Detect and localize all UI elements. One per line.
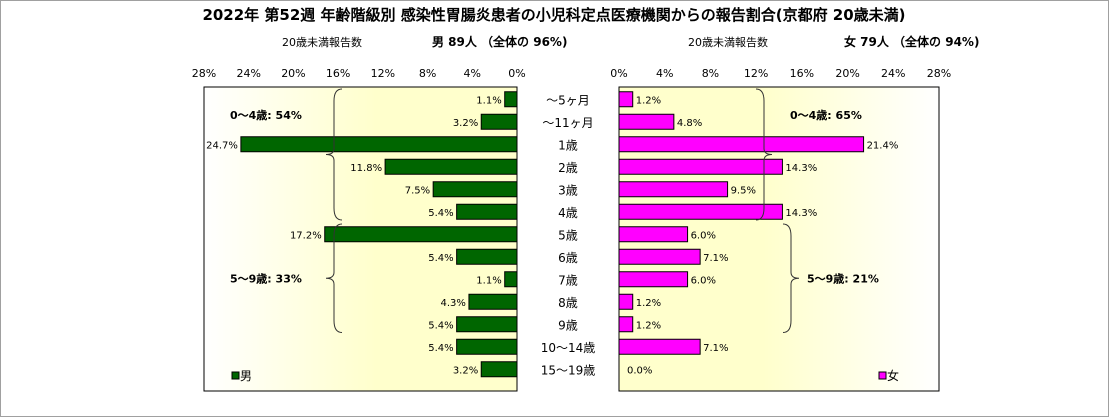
female-value-label: 14.3% <box>785 163 817 174</box>
female-bar <box>618 338 701 355</box>
male-bar <box>480 113 518 130</box>
male-tick-label: 12% <box>371 67 395 80</box>
female-bar <box>618 158 783 175</box>
male-value-label: 5.4% <box>428 253 453 264</box>
male-bar <box>384 158 518 175</box>
male-bar <box>504 91 518 108</box>
female-group-brace <box>782 223 800 333</box>
female-value-label: 14.3% <box>785 208 817 219</box>
female-summary: 女 79人 （全体の 94%) <box>844 34 979 49</box>
female-bar <box>618 226 689 243</box>
male-value-label: 5.4% <box>428 343 453 354</box>
female-group-annotation: 0～4歳: 65% <box>790 108 862 122</box>
male-value-label: 4.3% <box>441 298 466 309</box>
male-group-brace <box>325 223 343 333</box>
male-bar <box>432 181 518 198</box>
male-tick-label: 20% <box>281 67 305 80</box>
male-group-annotation: 5～9歳: 33% <box>230 271 302 285</box>
category-label: 1歳 <box>558 138 578 152</box>
female-bar <box>618 316 634 333</box>
female-bar <box>618 248 701 265</box>
male-tick-label: 0% <box>508 67 525 80</box>
female-tick-label: 4% <box>656 67 673 80</box>
female-tick-label: 20% <box>835 67 859 80</box>
male-tick-label: 4% <box>464 67 481 80</box>
male-value-label: 3.2% <box>453 118 478 129</box>
female-bar <box>618 136 865 153</box>
male-group-brace <box>325 88 343 221</box>
female-value-label: 6.0% <box>691 230 716 241</box>
male-legend-swatch <box>231 371 240 380</box>
female-value-label: 1.2% <box>636 298 661 309</box>
male-value-label: 1.1% <box>476 275 501 286</box>
female-group-annotation: 5～9歳: 21% <box>807 271 879 285</box>
male-value-label: 24.7% <box>206 140 238 151</box>
female-legend-label: 女 <box>887 368 899 383</box>
female-value-label: 7.1% <box>703 343 728 354</box>
category-label: ～11ヶ月 <box>542 116 593 130</box>
female-value-label: 4.8% <box>677 118 702 129</box>
male-bar <box>504 271 518 288</box>
female-tick-label: 28% <box>927 67 951 80</box>
category-label: 6歳 <box>558 251 578 265</box>
male-value-label: 7.5% <box>405 185 430 196</box>
female-value-label: 6.0% <box>691 275 716 286</box>
male-summary: 男 89人 （全体の 96%) <box>432 34 567 49</box>
category-label: 9歳 <box>558 318 578 332</box>
male-tick-label: 16% <box>326 67 350 80</box>
male-bar <box>456 316 518 333</box>
female-bar <box>618 203 783 220</box>
male-value-label: 5.4% <box>428 320 453 331</box>
female-value-label: 1.2% <box>636 95 661 106</box>
male-value-label: 17.2% <box>290 230 322 241</box>
male-count-label: 20歳未満報告数 <box>282 36 362 49</box>
male-bar <box>240 136 518 153</box>
male-value-label: 1.1% <box>476 95 501 106</box>
female-tick-label: 16% <box>790 67 814 80</box>
category-label: 7歳 <box>558 273 578 287</box>
female-bar <box>618 181 729 198</box>
chart-title: 2022年 第52週 年齢階級別 感染性胃腸炎患者の小児科定点医療機関からの報告… <box>202 6 905 24</box>
male-value-label: 11.8% <box>350 163 382 174</box>
male-value-label: 3.2% <box>453 365 478 376</box>
female-value-label: 21.4% <box>867 140 899 151</box>
female-bar <box>618 91 634 108</box>
female-legend-swatch <box>878 371 887 380</box>
category-label: 15～19歳 <box>541 363 596 377</box>
category-label: 3歳 <box>558 183 578 197</box>
female-bar <box>618 271 689 288</box>
category-label: 5歳 <box>558 228 578 242</box>
male-tick-label: 8% <box>419 67 436 80</box>
category-label: 2歳 <box>558 161 578 175</box>
female-tick-label: 24% <box>881 67 905 80</box>
male-bar <box>324 226 518 243</box>
category-label: ～5ヶ月 <box>546 93 590 107</box>
category-label: 10～14歳 <box>541 341 596 355</box>
female-value-label: 0.0% <box>627 365 652 376</box>
male-bar <box>456 248 518 265</box>
male-tick-label: 28% <box>192 67 216 80</box>
female-value-label: 1.2% <box>636 320 661 331</box>
category-label: 8歳 <box>558 296 578 310</box>
male-bar <box>456 203 518 220</box>
category-label: 4歳 <box>558 206 578 220</box>
male-bar <box>468 293 518 310</box>
male-group-annotation: 0～4歳: 54% <box>230 108 302 122</box>
female-tick-label: 8% <box>702 67 719 80</box>
male-legend-label: 男 <box>240 369 252 383</box>
male-bar <box>456 338 518 355</box>
female-value-label: 9.5% <box>731 185 756 196</box>
female-value-label: 7.1% <box>703 253 728 264</box>
male-tick-label: 24% <box>236 67 260 80</box>
male-bar <box>480 361 518 378</box>
male-value-label: 5.4% <box>428 208 453 219</box>
female-count-label: 20歳未満報告数 <box>688 36 768 49</box>
female-group-brace <box>755 88 773 221</box>
female-tick-label: 12% <box>744 67 768 80</box>
female-bar <box>618 113 675 130</box>
female-tick-label: 0% <box>610 67 627 80</box>
female-bar <box>618 293 634 310</box>
